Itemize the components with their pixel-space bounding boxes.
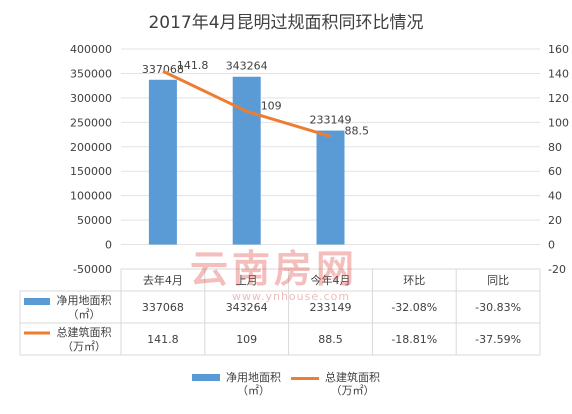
legend-item-line: 总建筑面积 （万㎡）: [291, 371, 380, 397]
line-data-label: 109: [261, 99, 282, 112]
table-header-cell: 去年4月: [143, 273, 183, 287]
bar-data-label: 337068: [142, 63, 184, 76]
y-left-tick-label: -50000: [73, 263, 112, 276]
chart-title: 2017年4月昆明过规面积同环比情况: [148, 13, 424, 33]
y-right-tick-label: 140: [548, 67, 569, 80]
bar: [232, 76, 261, 245]
y-left-tick-label: 300000: [70, 92, 112, 105]
y-left-tick-label: 250000: [70, 116, 112, 129]
y-left-tick-label: 50000: [77, 214, 112, 227]
table-header-cell: 环比: [403, 274, 425, 287]
legend-swatch-line: [291, 377, 319, 380]
table-cell: 88.5: [318, 333, 343, 346]
y-right-tick-label: 40: [548, 190, 562, 203]
y-right-tick-label: 20: [548, 214, 562, 227]
table-cell: -18.81%: [391, 333, 437, 346]
line-data-label: 88.5: [345, 124, 370, 137]
table-legend-swatch-bar: [24, 298, 50, 305]
table-cell: 109: [236, 333, 257, 346]
bar: [316, 130, 345, 245]
table-cell: -37.59%: [475, 333, 521, 346]
table-cell: 337068: [142, 301, 184, 314]
table-cell: 141.8: [147, 333, 179, 346]
table-header-cell: 同比: [487, 274, 509, 287]
table-header-cell: 上月: [236, 274, 258, 287]
y-left-tick-label: 150000: [70, 165, 112, 178]
y-right-tick-label: 100: [548, 116, 569, 129]
y-right-tick-label: 80: [548, 141, 562, 154]
table-header-cell: 今年4月: [311, 273, 351, 287]
table-cell: 233149: [310, 301, 352, 314]
line-series: [162, 69, 331, 138]
table-row-label-unit: （万㎡）: [62, 340, 106, 353]
y-left-tick-label: 400000: [70, 43, 112, 56]
legend-swatch-bar: [192, 374, 220, 381]
table-cell: -32.08%: [391, 301, 437, 314]
table-row-label: 总建筑面积: [57, 325, 112, 339]
legend-label-bar: 净用地面积 （㎡）: [226, 371, 281, 397]
bar-data-label: 343264: [226, 60, 268, 73]
y-right-tick-label: 0: [548, 239, 555, 252]
y-left-tick-label: 0: [105, 239, 112, 252]
table-row-label: 净用地面积: [57, 293, 112, 307]
y-right-tick-label: 160: [548, 43, 569, 56]
watermark-logo: 云南房网: [190, 247, 359, 291]
y-left-tick-label: 350000: [70, 67, 112, 80]
line-data-label: 141.8: [177, 59, 209, 72]
y-left-tick-label: 200000: [70, 141, 112, 154]
y-left-tick-label: 100000: [70, 190, 112, 203]
bar: [148, 79, 177, 245]
watermark-url: www.ynhouse.com: [232, 290, 351, 303]
legend-item-bar: 净用地面积 （㎡）: [192, 371, 281, 397]
y-right-tick-label: 120: [548, 92, 569, 105]
y-right-tick-label: -20: [548, 263, 566, 276]
table-cell: 343264: [226, 301, 268, 314]
legend: 净用地面积 （㎡） 总建筑面积 （万㎡）: [0, 371, 572, 397]
table-row-label-unit: （㎡）: [68, 308, 101, 321]
table-cell: -30.83%: [475, 301, 521, 314]
legend-label-line: 总建筑面积 （万㎡）: [325, 371, 380, 397]
y-right-tick-label: 60: [548, 165, 562, 178]
bar-data-label: 233149: [310, 114, 352, 127]
